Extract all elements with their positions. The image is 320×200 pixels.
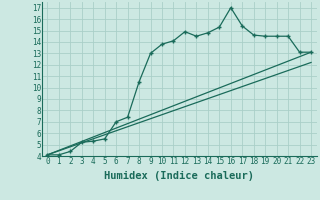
X-axis label: Humidex (Indice chaleur): Humidex (Indice chaleur) (104, 171, 254, 181)
